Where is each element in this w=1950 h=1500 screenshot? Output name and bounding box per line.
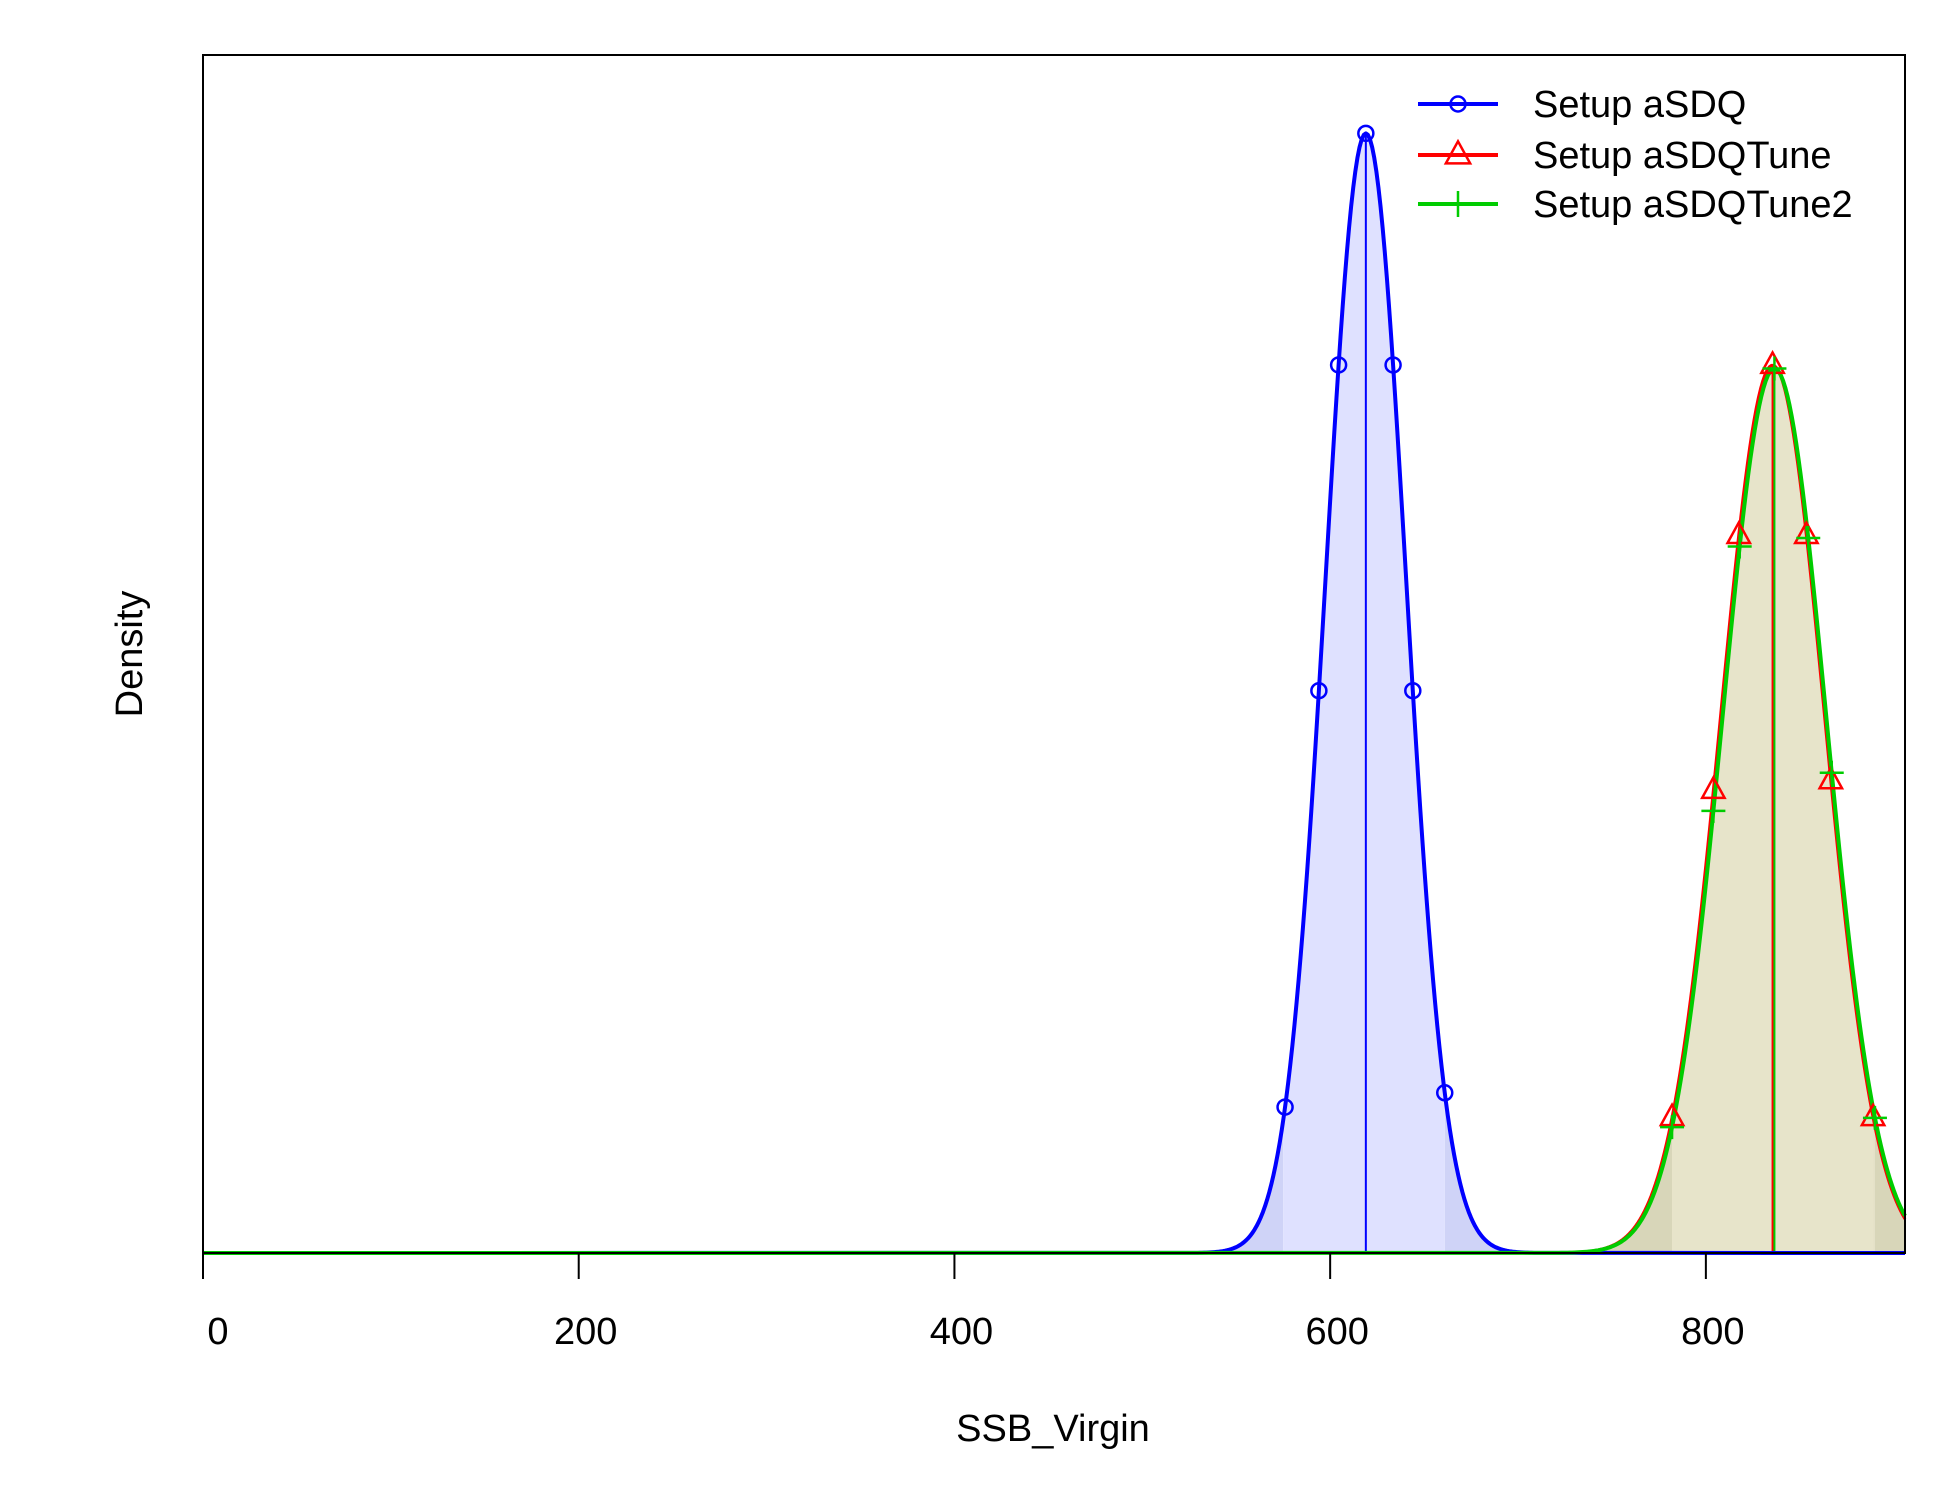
legend-marker-2 xyxy=(1445,191,1471,217)
density-marker-2-1 xyxy=(1701,798,1726,823)
density-marker-0-2 xyxy=(1329,356,1348,374)
density-curve-2 xyxy=(202,366,1907,1255)
density-marker-0-5 xyxy=(1404,681,1422,700)
legend-label-2: Setup aSDQTune2 xyxy=(1533,184,1853,226)
density-tail-left-2 xyxy=(1556,1127,1673,1253)
density-marker-1-5 xyxy=(1817,765,1845,790)
density-interval-fill-0 xyxy=(1283,133,1445,1253)
density-marker-2-5 xyxy=(1819,760,1844,785)
density-fills xyxy=(1197,133,1905,1253)
x-tick-label-1: 200 xyxy=(554,1311,617,1353)
density-marker-2-2 xyxy=(1727,534,1752,559)
density-marker-0-0 xyxy=(1276,1098,1294,1116)
legend-marker-0 xyxy=(1449,95,1467,113)
density-marker-0-4 xyxy=(1384,356,1402,374)
density-curve-1 xyxy=(202,363,1907,1255)
x-tick-label-2: 400 xyxy=(930,1311,993,1353)
x-axis-label: SSB_Virgin xyxy=(956,1408,1150,1450)
density-marker-2-0 xyxy=(1660,1115,1685,1140)
density-curve-0 xyxy=(202,131,1906,1255)
x-tick-label-3: 600 xyxy=(1305,1311,1368,1353)
density-markers xyxy=(1276,124,1887,1140)
density-marker-0-3 xyxy=(1357,124,1375,143)
density-marker-2-6 xyxy=(1862,1105,1887,1130)
density-marker-1-4 xyxy=(1793,519,1820,545)
y-axis-label: Density xyxy=(109,591,151,718)
density-marker-0-1 xyxy=(1310,681,1328,700)
density-marker-1-3 xyxy=(1759,349,1786,375)
density-marker-0-6 xyxy=(1435,1084,1454,1102)
density-marker-1-1 xyxy=(1700,774,1727,800)
mean-lines xyxy=(1364,133,1776,1253)
legend: Setup aSDQ Setup aSDQTune Setup aSDQTune2 xyxy=(1418,84,1853,226)
density-marker-2-3 xyxy=(1762,356,1787,381)
legend-label-1: Setup aSDQTune xyxy=(1533,135,1832,177)
x-tick-label-0: 0 xyxy=(207,1311,228,1353)
legend-marker-1 xyxy=(1443,138,1473,165)
density-curves xyxy=(202,131,1907,1255)
x-tick-label-4: 800 xyxy=(1681,1311,1744,1353)
legend-label-0: Setup aSDQ xyxy=(1533,84,1746,126)
density-marker-2-4 xyxy=(1796,525,1821,550)
x-axis: 0 200 400 600 800 xyxy=(202,1252,1905,1353)
plot-frame xyxy=(202,54,1906,1254)
density-marker-1-6 xyxy=(1859,1102,1887,1127)
